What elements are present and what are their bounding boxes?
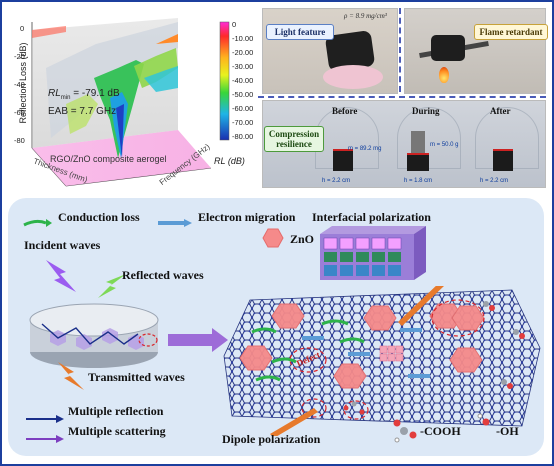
y-tick-0: 0 bbox=[20, 24, 25, 33]
sample-before bbox=[333, 149, 353, 171]
cbar-tick-40: -40.00 bbox=[232, 76, 254, 85]
interfacial-polarization-label: Interfacial polarization bbox=[312, 210, 431, 224]
reflection-loss-surface bbox=[31, 18, 230, 187]
multiple-scattering-arrow-icon bbox=[26, 430, 64, 448]
multiple-reflection-arrow-icon bbox=[26, 410, 64, 428]
cooh-label: -COOH bbox=[420, 424, 461, 438]
light-feature-photo bbox=[262, 8, 398, 94]
multiple-reflection-label: Multiple reflection bbox=[68, 404, 164, 418]
cooh-molecule-icon bbox=[392, 418, 418, 449]
height-after-label: h = 2.2 cm bbox=[480, 178, 509, 184]
cbar-tick-10: -10.00 bbox=[232, 34, 254, 43]
mass-before-label: m = 89.2 mg bbox=[348, 146, 382, 152]
density-label: ρ = 8.9 mg/cm³ bbox=[344, 12, 387, 20]
electron-migration-arrow-icon bbox=[158, 214, 192, 227]
transmitted-waves-icon bbox=[54, 360, 88, 397]
dashed-divider-vertical bbox=[399, 8, 401, 92]
sample-after bbox=[493, 149, 513, 171]
rl-min-symbol: RL bbox=[48, 88, 61, 99]
zno-legend-hexagon-icon bbox=[262, 228, 284, 253]
graphene-sheet bbox=[222, 282, 544, 437]
after-label: After bbox=[490, 106, 511, 116]
height-before-label: h = 2.2 cm bbox=[322, 178, 351, 184]
y-tick-20: -20 bbox=[14, 52, 25, 61]
aerogel-disk-schematic bbox=[20, 298, 168, 377]
reflection-loss-3d-plot: Reflection Loss (dB) 0 -20 -40 -60 -80 R… bbox=[6, 8, 254, 200]
pink-flower-base bbox=[323, 65, 383, 89]
oh-label: -OH bbox=[496, 424, 519, 438]
interfacial-polarization-cube bbox=[312, 226, 430, 291]
cbar-tick-0: 0 bbox=[232, 20, 237, 29]
electron-migration-label: Electron migration bbox=[198, 210, 296, 224]
flame-retardant-callout: Flame retardant bbox=[474, 24, 548, 40]
colorbar-title: RL (dB) bbox=[214, 156, 245, 166]
weight-during bbox=[411, 131, 425, 153]
aerogel-sample-burning bbox=[431, 35, 465, 61]
ruler-during bbox=[397, 107, 461, 169]
conduction-loss-label: Conduction loss bbox=[58, 210, 140, 224]
multiple-scattering-label: Multiple scattering bbox=[68, 424, 166, 438]
y-tick-60: -60 bbox=[14, 108, 25, 117]
cbar-tick-20: -20.00 bbox=[232, 48, 254, 57]
light-feature-callout: Light feature bbox=[266, 24, 334, 40]
rl-min-subscript: min bbox=[60, 95, 71, 101]
dipole-polarization-label: Dipole polarization bbox=[222, 432, 321, 446]
transfer-arrow-icon bbox=[168, 328, 228, 357]
reflected-waves-label: Reflected waves bbox=[122, 268, 204, 282]
height-during-label: h = 1.8 cm bbox=[404, 178, 433, 184]
incident-waves-icon bbox=[40, 258, 80, 303]
flame-retardant-photo bbox=[404, 8, 546, 94]
y-tick-80: -80 bbox=[14, 136, 25, 145]
sample-during bbox=[407, 153, 429, 171]
material-label: RGO/ZnO composite aerogel bbox=[50, 154, 167, 164]
cbar-tick-50: -50.00 bbox=[232, 90, 254, 99]
mass-during-label: m = 50.0 g bbox=[430, 142, 459, 148]
cbar-tick-60: -60.00 bbox=[232, 104, 254, 113]
transmitted-waves-label: Transmitted waves bbox=[88, 370, 185, 384]
dipole-arrow-icon bbox=[270, 406, 330, 441]
before-label: Before bbox=[332, 106, 358, 116]
flame-icon bbox=[439, 67, 449, 83]
conduction-loss-arrow-icon bbox=[22, 214, 52, 227]
rl-min-value: = -79.1 dB bbox=[70, 88, 120, 99]
cbar-tick-30: -30.00 bbox=[232, 62, 254, 71]
oh-molecule-icon bbox=[476, 412, 496, 437]
dashed-divider-horizontal bbox=[258, 96, 546, 98]
incident-waves-label: Incident waves bbox=[24, 238, 101, 252]
eab-annotation: EAB = 7.7 GHz bbox=[48, 106, 117, 117]
zno-label: ZnO bbox=[290, 232, 315, 246]
cbar-tick-80: -80.00 bbox=[232, 132, 254, 141]
reflected-waves-icon bbox=[96, 272, 128, 305]
y-tick-40: -40 bbox=[14, 80, 25, 89]
compression-callout: Compression resilience bbox=[264, 126, 324, 152]
cbar-tick-70: -70.00 bbox=[232, 118, 254, 127]
during-label: During bbox=[412, 106, 440, 116]
colorbar-title-text: RL (dB) bbox=[214, 156, 245, 166]
rl-min-annotation: RLmin = -79.1 dB bbox=[48, 88, 120, 101]
